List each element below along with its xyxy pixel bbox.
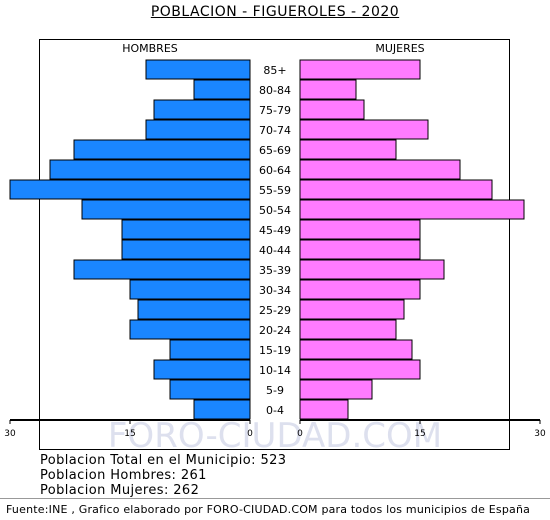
- x-tick-label: 15: [414, 429, 425, 439]
- watermark-text: FORO-CIUDAD.COM: [108, 416, 442, 456]
- bar-mujeres-30-34: [299, 279, 421, 300]
- age-label: 50-54: [259, 204, 291, 217]
- x-tick-label: 0: [247, 429, 253, 439]
- age-label: 25-29: [259, 304, 291, 317]
- x-tick-label: 30: [4, 429, 16, 439]
- bar-mujeres-50-54: [299, 199, 525, 220]
- age-label: 35-39: [259, 264, 291, 277]
- bar-mujeres-55-59: [299, 179, 493, 200]
- chart-title: POBLACION - FIGUEROLES - 2020: [150, 4, 400, 20]
- age-label: 55-59: [259, 184, 291, 197]
- age-label: 80-84: [259, 84, 291, 97]
- bar-hombres-25-29: [137, 299, 251, 320]
- bar-mujeres-10-14: [299, 359, 421, 380]
- bar-mujeres-15-19: [299, 339, 413, 360]
- age-label: 15-19: [259, 344, 291, 357]
- bar-hombres-85+: [145, 59, 251, 80]
- population-pyramid: FORO-CIUDAD.COM HOMBRES MUJERES 85+ 80-84…: [4, 42, 546, 456]
- age-label: 85+: [263, 64, 286, 77]
- bar-hombres-80-84: [193, 79, 251, 100]
- age-label: 75-79: [259, 104, 291, 117]
- bar-mujeres-65-69: [299, 139, 397, 160]
- bar-hombres-0-4: [193, 399, 251, 420]
- x-tick-label: 30: [534, 429, 546, 439]
- summary-hombres: Poblacion Hombres: 261: [40, 468, 207, 483]
- age-label: 5-9: [266, 384, 284, 397]
- bar-mujeres-5-9: [299, 379, 373, 400]
- age-label: 70-74: [259, 124, 291, 137]
- age-label: 60-64: [259, 164, 291, 177]
- chart-frame: [39, 39, 510, 450]
- bar-mujeres-80-84: [299, 79, 357, 100]
- x-tick-label: 15: [124, 429, 135, 439]
- age-label: 0-4: [266, 404, 284, 417]
- age-label: 40-44: [259, 244, 291, 257]
- footer-divider: [0, 498, 550, 499]
- source-note: Fuente:INE , Grafico elaborado por FORO-…: [6, 503, 531, 516]
- bar-hombres-55-59: [9, 179, 251, 200]
- bar-hombres-60-64: [49, 159, 251, 180]
- bar-hombres-50-54: [81, 199, 251, 220]
- age-label: 45-49: [259, 224, 291, 237]
- age-label: 30-34: [259, 284, 291, 297]
- bar-mujeres-0-4: [299, 399, 349, 420]
- bar-mujeres-85+: [299, 59, 421, 80]
- hombres-label: HOMBRES: [122, 42, 178, 55]
- mujeres-label: MUJERES: [375, 42, 424, 55]
- bar-hombres-30-34: [129, 279, 251, 300]
- bar-hombres-75-79: [153, 99, 251, 120]
- bar-hombres-15-19: [169, 339, 251, 360]
- bar-hombres-35-39: [73, 259, 251, 280]
- bar-mujeres-60-64: [299, 159, 461, 180]
- bar-mujeres-20-24: [299, 319, 397, 340]
- bar-mujeres-35-39: [299, 259, 445, 280]
- bar-mujeres-75-79: [299, 99, 365, 120]
- age-label: 65-69: [259, 144, 291, 157]
- x-tick-label: 0: [297, 429, 303, 439]
- bar-mujeres-45-49: [299, 219, 421, 240]
- age-label: 10-14: [259, 364, 291, 377]
- bar-hombres-70-74: [145, 119, 251, 140]
- bar-mujeres-25-29: [299, 299, 405, 320]
- age-label: 20-24: [259, 324, 291, 337]
- bar-mujeres-40-44: [299, 239, 421, 260]
- bar-hombres-10-14: [153, 359, 251, 380]
- bar-hombres-20-24: [129, 319, 251, 340]
- bar-hombres-45-49: [121, 219, 251, 240]
- summary-mujeres: Poblacion Mujeres: 262: [40, 483, 200, 498]
- bar-hombres-65-69: [73, 139, 251, 160]
- bar-hombres-40-44: [121, 239, 251, 260]
- summary-total: Poblacion Total en el Municipio: 523: [40, 453, 287, 468]
- bar-mujeres-70-74: [299, 119, 429, 140]
- bar-hombres-5-9: [169, 379, 251, 400]
